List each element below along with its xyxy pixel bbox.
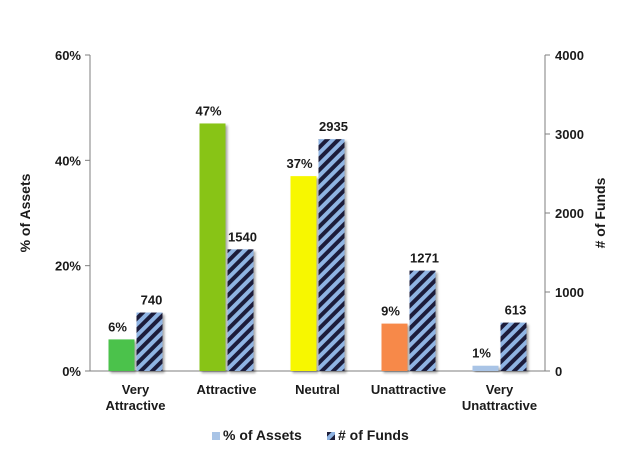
right-tick-label: 3000 (555, 127, 584, 142)
category-label: Attractive (197, 382, 257, 397)
bar-num-funds (409, 270, 436, 371)
legend-swatch-pct-assets (212, 432, 220, 440)
left-axis-title: % of Assets (17, 173, 33, 252)
legend-label-num-funds: # of Funds (338, 427, 409, 443)
bar-pct-assets (472, 365, 499, 371)
right-tick-label: 1000 (555, 285, 584, 300)
category-label: Very (122, 382, 150, 397)
data-label-pct-assets: 37% (286, 156, 312, 171)
category-label: Unattractive (462, 398, 537, 413)
bar-pct-assets (381, 323, 408, 371)
bar-num-funds (500, 322, 527, 371)
right-axis-title: # of Funds (592, 177, 608, 248)
bar-num-funds (136, 312, 163, 371)
bar-pct-assets (290, 176, 317, 371)
bar-pct-assets (108, 339, 135, 371)
category-label: Very (486, 382, 514, 397)
bar-num-funds (227, 249, 254, 371)
data-label-num-funds: 740 (141, 293, 163, 308)
left-tick-label: 40% (55, 153, 81, 168)
data-label-pct-assets: 47% (195, 103, 221, 118)
bar-num-funds (318, 139, 345, 371)
right-tick-label: 2000 (555, 206, 584, 221)
right-tick-label: 0 (555, 364, 562, 379)
data-label-num-funds: 1540 (228, 229, 257, 244)
left-tick-label: 60% (55, 48, 81, 63)
left-tick-label: 20% (55, 259, 81, 274)
left-tick-label: 0% (62, 364, 81, 379)
data-label-num-funds: 2935 (319, 119, 348, 134)
data-label-pct-assets: 1% (472, 346, 491, 361)
legend-label-pct-assets: % of Assets (223, 427, 302, 443)
right-tick-label: 4000 (555, 48, 584, 63)
data-label-num-funds: 1271 (410, 251, 439, 266)
category-label: Neutral (295, 382, 340, 397)
legend-swatch-num-funds (327, 432, 335, 440)
category-label: Attractive (106, 398, 166, 413)
data-label-num-funds: 613 (505, 303, 527, 318)
category-label: Unattractive (371, 382, 446, 397)
data-label-pct-assets: 6% (108, 319, 127, 334)
bar-pct-assets (199, 123, 226, 371)
data-label-pct-assets: 9% (381, 304, 400, 319)
